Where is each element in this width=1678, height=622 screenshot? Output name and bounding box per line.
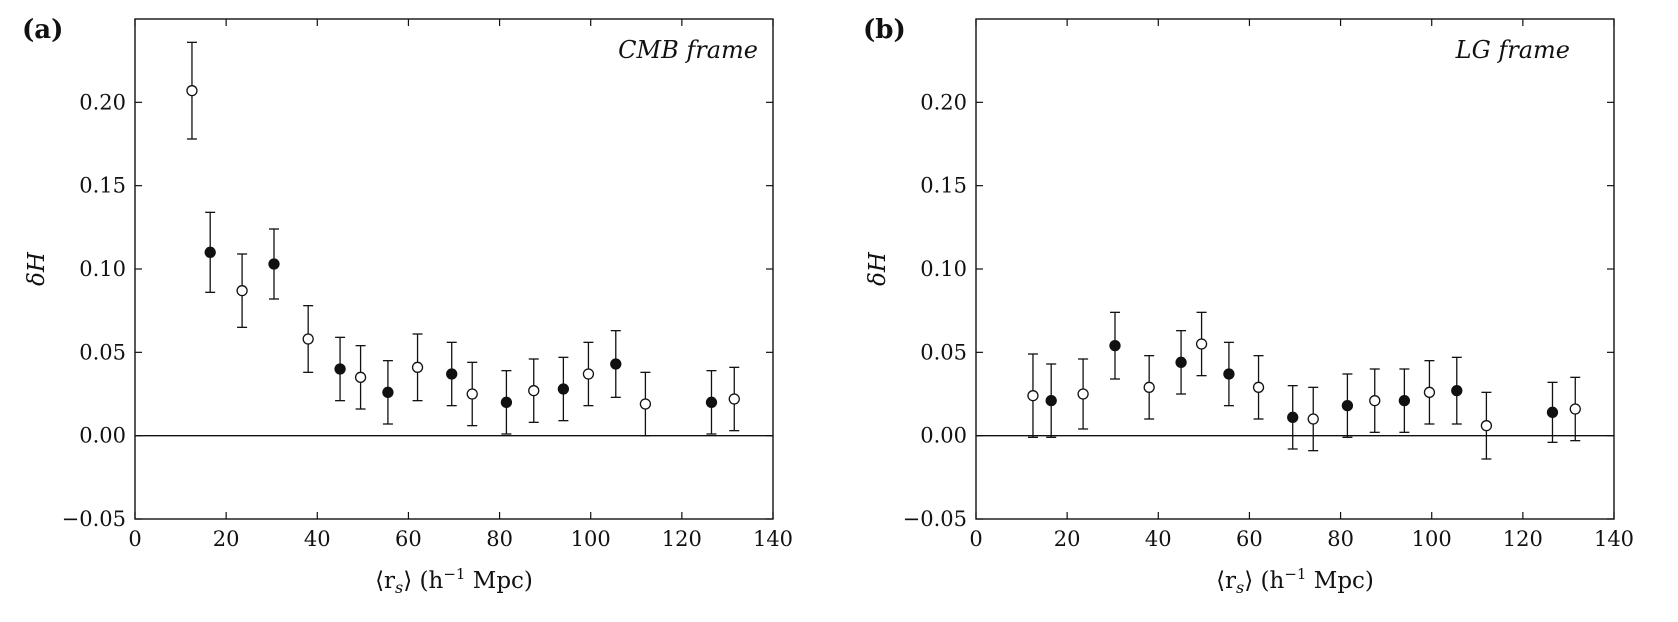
panel-a-y-ticks: −0.05 0.00 0.05 0.10 0.15 0.20 [62,90,773,531]
panel-b-open-point [1195,338,1208,350]
panel-b-x-tick-label: 60 [1236,527,1263,551]
panel-b-filled-point [1175,356,1187,368]
panel-a-x-tick-label: 60 [395,527,422,551]
panel-b-x-tick-label: 100 [1412,527,1452,551]
panel-b-open-point [1307,413,1319,425]
panel-a-open-point [354,371,367,383]
panel-a-data-marks [186,41,740,437]
panel-a-open-point [302,333,314,345]
panel-a-plot-frame [134,18,774,520]
panel-a-open-point [528,385,540,397]
panel-b-y-ticks: −0.05 0.00 0.05 0.10 0.15 0.20 [903,90,1614,531]
panel-b-x-tick-label: 20 [1054,527,1081,551]
panel-b-y-tick-label: 0.10 [920,257,967,281]
panel-a-x-tick-label: 40 [304,527,331,551]
panel-a-open-point [466,388,478,400]
panel-b-y-tick-label: 0.00 [920,424,967,448]
panel-a-filled-point [446,368,458,380]
panel-a-x-tick-label: 120 [662,527,702,551]
panel-b-x-tick-label: 120 [1503,527,1543,551]
panel-b-filled-point [1287,411,1299,423]
panel-b-filled-point [1451,385,1463,397]
panel-b-filled-point [1045,395,1057,407]
panel-a-open-point [639,398,652,410]
panel-b-x-tick-label: 40 [1145,527,1172,551]
panel-b-open-point [1252,381,1265,393]
panel-a-y-tick-label: 0.10 [79,257,126,281]
panel-b-letter: (b) [863,15,906,45]
panel-b-y-tick-label: 0.05 [920,340,967,364]
panel-b-open-point [1143,381,1155,393]
panel-a-x-ticks: 0 20 40 60 80 100 120 140 [128,19,793,551]
panel-b-filled-point [1546,406,1559,418]
panel-b-data-marks [1027,311,1581,460]
panel-b-x-tick-label: 80 [1327,527,1354,551]
panel-b-x-tick-label: 140 [1594,527,1634,551]
panel-a-filled-point [382,386,394,398]
panel-a-y-tick-label: 0.15 [79,174,126,198]
panel-a-x-tick-label: 140 [753,527,793,551]
panel-a-y-tick-label: 0.00 [79,424,126,448]
panel-a-open-point [186,85,198,97]
panel-a-x-tick-label: 100 [571,527,611,551]
panel-a-filled-point [204,246,216,258]
panel-b-plot-frame [975,18,1615,520]
panel-b-open-point [1077,388,1089,400]
panel-b-open-point [1569,403,1581,415]
panel-b-y-tick-label: −0.05 [903,507,967,531]
panel-b-filled-point [1109,340,1121,352]
panel-b: (b) LG frame −0.05 0.00 0.05 0.10 0.15 0.20 0… [863,15,1634,597]
panel-a-filled-point [500,396,513,408]
panel-a-x-tick-label: 80 [486,527,513,551]
panel-b-open-point [1480,420,1493,432]
panel-a-y-tick-label: 0.20 [79,90,126,114]
panel-a-y-axis-label: δH [24,251,50,286]
panel-a-x-tick-label: 20 [213,527,240,551]
panel-a-open-point [728,393,740,405]
panel-a-x-axis-label: ⟨rs⟩ (h−1 Mpc) [375,565,533,597]
panel-b-y-axis-label: δH [865,251,891,286]
panel-b-frame-label: LG frame [1455,36,1570,64]
panel-a-y-tick-label: −0.05 [62,507,126,531]
panel-a-filled-point [268,258,280,270]
panel-a-filled-point [705,396,718,408]
panel-b-open-point [1369,395,1381,407]
panel-b-x-ticks: 0 20 40 60 80 100 120 140 [969,19,1634,551]
panel-a: (a) CMB frame −0.050.000.050.100.150.20 … [22,15,793,597]
panel-b-x-tick-label: 0 [969,527,982,551]
panel-b-filled-point [1223,368,1235,380]
panel-a-filled-point [610,358,622,370]
panel-b-filled-point [1398,395,1411,407]
panel-a-open-point [582,368,595,380]
panel-a-open-point [411,361,424,373]
panel-b-open-point [1027,390,1039,402]
panel-a-x-tick-label: 0 [128,527,141,551]
panel-a-filled-point [557,383,570,395]
panel-b-open-point [1423,386,1436,398]
panel-b-x-axis-label: ⟨rs⟩ (h−1 Mpc) [1216,565,1374,597]
panel-a-y-tick-label: 0.05 [79,340,126,364]
panel-a-filled-point [334,363,346,375]
panel-a-frame-label: CMB frame [618,36,758,64]
panel-b-filled-point [1341,400,1354,412]
panel-a-letter: (a) [22,15,63,45]
panel-a-open-point [236,285,248,297]
panel-b-y-tick-label: 0.15 [920,174,967,198]
panel-b-y-tick-label: 0.20 [920,90,967,114]
